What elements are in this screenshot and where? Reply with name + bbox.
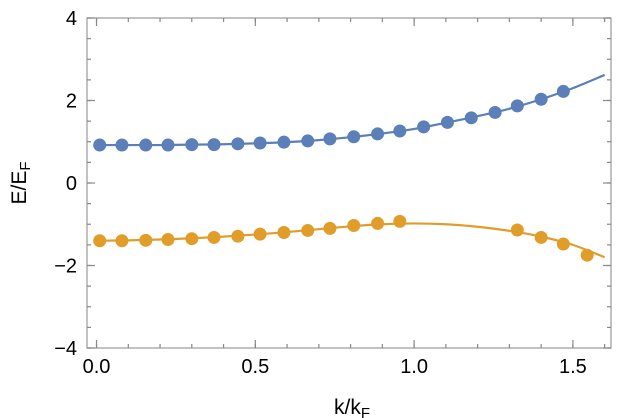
series-2-point [115,234,129,248]
series-2-point [277,226,291,239]
series-1-point [323,132,337,146]
series-1-point [371,127,385,141]
x-axis-label: k/kF [334,396,370,418]
series-1-point [417,120,431,134]
y-tick-label: 2 [66,91,77,113]
series-1-point [161,138,175,152]
y-tick-label: −4 [54,338,77,360]
series-2-point [580,248,594,262]
series-2-point [207,230,221,244]
series-2-point [161,233,175,247]
x-tick-label: 0.0 [83,356,111,378]
series-2-point [231,229,245,243]
series-1-point [207,138,221,152]
series-2-point [510,223,524,237]
series-2-point [393,214,407,228]
x-axis-label-sub: F [361,405,370,418]
y-tick-label: 0 [66,173,77,195]
series-2-point [347,218,361,232]
series-1-point [510,99,524,113]
series-2-point [534,230,548,244]
data-points [93,84,594,262]
series-1-point [347,130,361,144]
series-1-point [488,105,502,119]
series-2-point [371,216,385,230]
series-1-point [253,136,267,150]
axis-ticks [87,17,611,349]
series-1-point [115,138,129,152]
plot-frame [86,17,612,349]
series-1-point [534,92,548,106]
series-1-point [231,137,245,151]
series-1-point [393,124,407,138]
x-tick-label: 1.5 [559,356,587,378]
series-1-point [301,134,315,148]
series-2-point [301,223,315,237]
y-axis-label-main: E/E [8,171,31,205]
series-2-point [556,237,570,251]
series-1-point [93,138,107,152]
series-2-point [139,233,153,247]
y-tick-label: −2 [54,256,77,278]
x-tick-label: 0.5 [241,356,269,378]
y-axis-label: E/EF [8,161,34,204]
tick-labels: 0.0 0.5 1.0 1.5 −4 −2 0 2 4 [54,8,587,378]
series-1-point [464,111,478,125]
y-axis-label-sub: F [17,161,34,170]
series-1-point [185,138,199,152]
series-2-point [253,227,267,241]
series-2-point [93,234,107,248]
series-2-point [323,221,337,235]
series-1-point [556,84,570,98]
series-1-point [277,135,291,149]
series-1-point [139,138,153,152]
series-1-point [440,115,454,129]
y-tick-label: 4 [66,8,77,30]
series-2-point [185,232,199,246]
x-tick-label: 1.0 [400,356,428,378]
x-axis-label-main: k/k [334,396,361,418]
